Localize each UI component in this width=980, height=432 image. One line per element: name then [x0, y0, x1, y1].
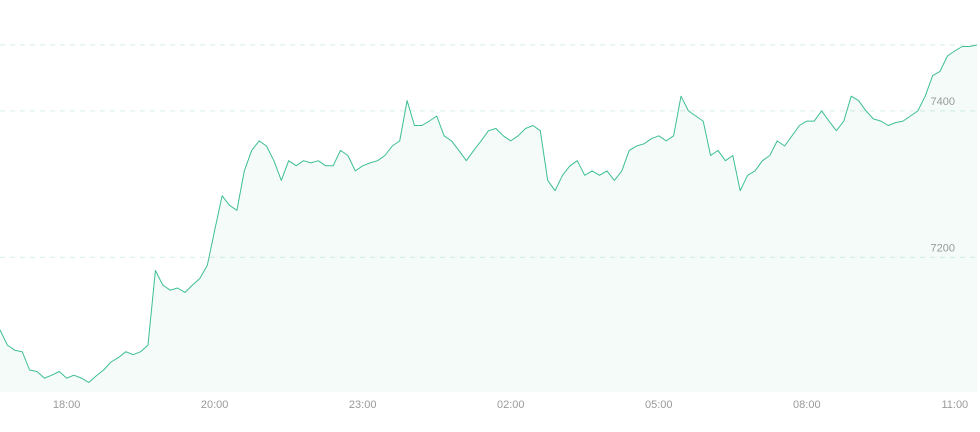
- x-tick-label: 23:00: [349, 399, 377, 411]
- x-tick-label: 20:00: [201, 399, 229, 411]
- y-tick-label: 7200: [931, 242, 955, 254]
- x-tick-label: 05:00: [645, 399, 673, 411]
- price-line: [0, 44, 978, 383]
- area-fill: [0, 45, 977, 392]
- x-tick-label: 18:00: [53, 399, 81, 411]
- x-tick-label: 08:00: [793, 399, 821, 411]
- x-tick-label: 02:00: [497, 399, 525, 411]
- x-tick-label: 11:00: [941, 399, 968, 411]
- y-tick-label: 7400: [931, 96, 955, 108]
